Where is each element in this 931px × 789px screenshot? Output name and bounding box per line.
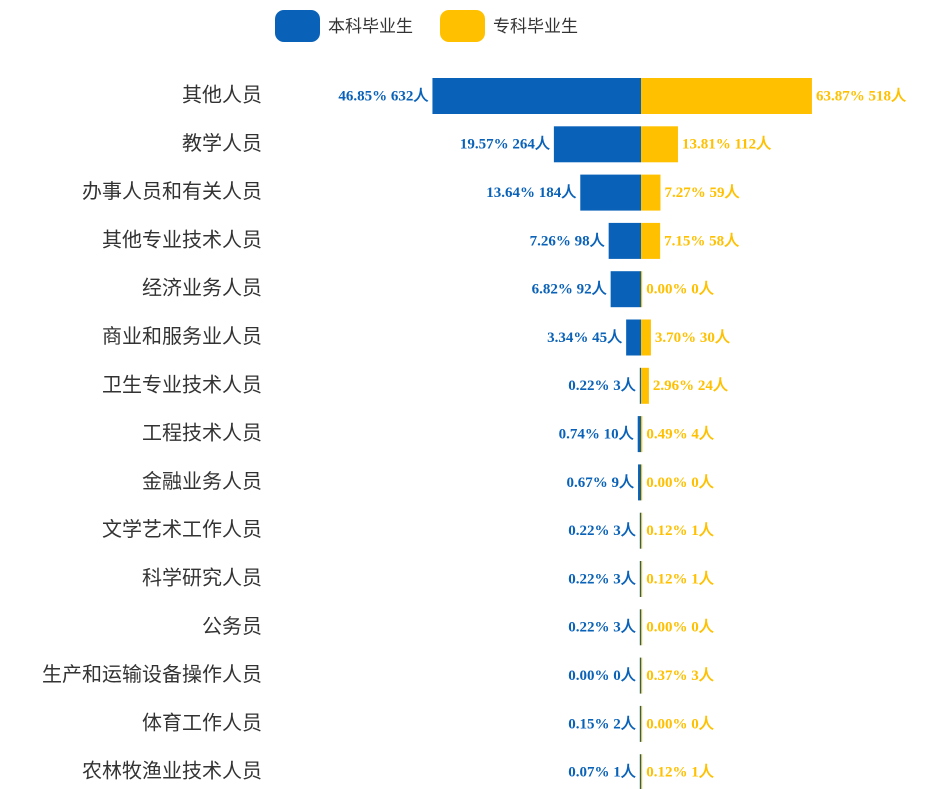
data-label: 0.12% 1人 <box>646 764 715 781</box>
legend-swatch <box>440 10 485 42</box>
data-label: 0.07% 1人 <box>568 764 637 781</box>
category-label: 体育工作人员 <box>142 710 262 734</box>
data-label: 13.64% 184人 <box>486 184 577 201</box>
category-label: 办事人员和有关人员 <box>82 179 262 203</box>
data-label: 2.96% 24人 <box>653 377 729 394</box>
bar <box>641 754 643 789</box>
data-label: 63.87% 518人 <box>816 87 907 104</box>
category-label: 其他人员 <box>182 83 262 107</box>
data-label: 7.27% 59人 <box>664 184 740 201</box>
data-label: 0.12% 1人 <box>646 570 715 587</box>
data-label: 3.34% 45人 <box>547 329 623 346</box>
data-label: 0.22% 3人 <box>568 619 637 636</box>
bar <box>553 126 641 163</box>
legend-label: 本科毕业生 <box>328 17 413 37</box>
bar <box>641 464 643 501</box>
data-label: 46.85% 632人 <box>338 87 429 104</box>
data-label: 0.00% 0人 <box>646 619 715 636</box>
bar <box>641 271 643 308</box>
data-label: 19.57% 264人 <box>460 136 551 153</box>
bar <box>639 754 641 789</box>
bar <box>432 78 641 114</box>
data-label: 13.81% 112人 <box>682 136 772 153</box>
data-label: 0.12% 1人 <box>646 522 715 539</box>
category-label: 科学研究人员 <box>142 566 262 590</box>
data-label: 0.00% 0人 <box>568 667 637 684</box>
category-label: 商业和服务业人员 <box>102 324 262 348</box>
bar <box>638 464 641 501</box>
bar <box>641 222 661 259</box>
bar <box>641 657 643 694</box>
bar <box>610 271 641 308</box>
data-label: 0.67% 9人 <box>567 474 636 491</box>
data-label: 0.00% 0人 <box>646 281 715 298</box>
data-label: 0.00% 0人 <box>646 474 715 491</box>
bar <box>641 174 661 211</box>
bar <box>608 222 641 259</box>
bar <box>639 657 641 694</box>
data-label: 7.15% 58人 <box>664 232 740 249</box>
legend-label: 专科毕业生 <box>493 17 578 37</box>
category-label: 公务员 <box>202 614 262 638</box>
category-label: 生产和运输设备操作人员 <box>42 662 262 686</box>
bar <box>580 174 641 211</box>
bar <box>641 367 649 404</box>
bar <box>639 512 641 549</box>
category-label: 卫生专业技术人员 <box>102 372 262 396</box>
bar <box>641 126 678 163</box>
bar <box>639 561 641 597</box>
category-label: 农林牧渔业技术人员 <box>82 759 262 783</box>
category-label: 经济业务人员 <box>142 276 262 300</box>
bar <box>641 78 812 114</box>
data-label: 7.26% 98人 <box>530 232 606 249</box>
legend-swatch <box>275 10 320 42</box>
bar <box>639 705 641 742</box>
bar <box>639 367 641 404</box>
bar <box>641 561 643 597</box>
bar <box>641 512 643 549</box>
data-label: 0.15% 2人 <box>568 715 637 732</box>
bar <box>641 609 643 646</box>
category-label: 工程技术人员 <box>142 421 262 445</box>
data-label: 0.00% 0人 <box>646 715 715 732</box>
data-label: 0.22% 3人 <box>568 522 637 539</box>
data-label: 0.74% 10人 <box>559 426 635 443</box>
bar <box>626 319 641 356</box>
data-label: 6.82% 92人 <box>532 281 608 298</box>
bar <box>641 416 643 453</box>
bar <box>639 609 641 646</box>
data-label: 0.22% 3人 <box>568 377 637 394</box>
data-label: 3.70% 30人 <box>655 329 731 346</box>
category-label: 金融业务人员 <box>142 469 262 493</box>
bar <box>641 319 651 356</box>
data-label: 0.37% 3人 <box>646 667 715 684</box>
bar <box>641 705 643 742</box>
data-label: 0.22% 3人 <box>568 570 637 587</box>
bar <box>637 416 641 453</box>
data-label: 0.49% 4人 <box>646 426 715 443</box>
category-label: 其他专业技术人员 <box>102 227 262 251</box>
category-label: 教学人员 <box>182 131 262 155</box>
category-label: 文学艺术工作人员 <box>102 517 262 541</box>
